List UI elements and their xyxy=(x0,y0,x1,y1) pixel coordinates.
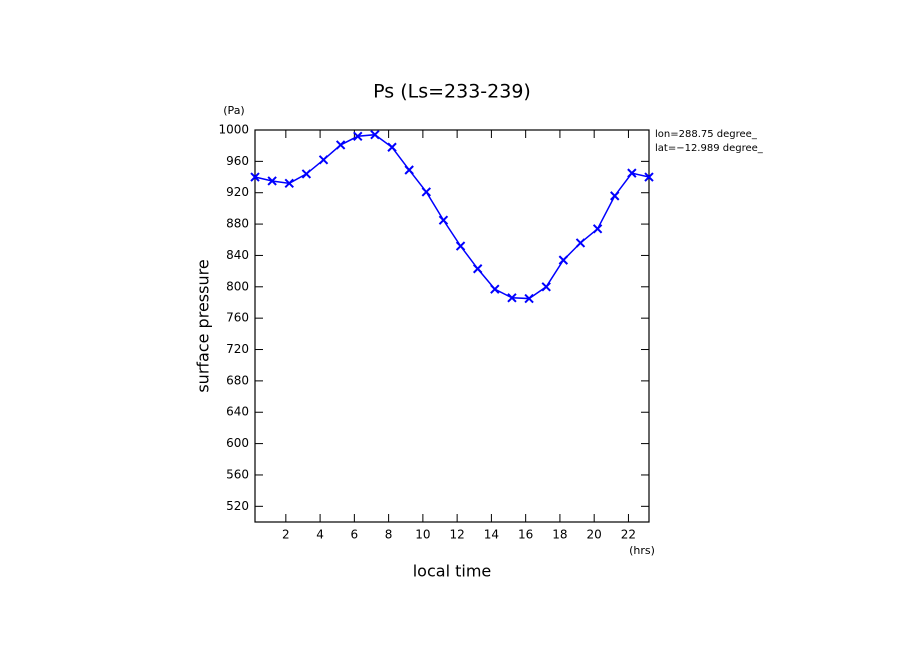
y-tick-label: 520 xyxy=(226,499,249,513)
chart-title: Ps (Ls=233-239) xyxy=(373,81,531,103)
marker xyxy=(421,187,432,197)
marker xyxy=(610,191,620,201)
y-unit: (Pa) xyxy=(223,104,244,117)
y-tick-label: 840 xyxy=(226,248,249,262)
annotations: lon=288.75 degree_ lat=−12.989 degree_ xyxy=(655,129,764,154)
marker xyxy=(284,178,294,189)
marker xyxy=(267,176,277,186)
y-tick-label: 760 xyxy=(226,311,249,325)
x-tick-label: 2 xyxy=(282,528,290,542)
marker xyxy=(592,224,603,234)
marker xyxy=(335,140,346,150)
y-tick-label: 680 xyxy=(226,373,249,387)
x-tick-label: 22 xyxy=(621,528,636,542)
y-axis-title: surface pressure xyxy=(194,259,213,392)
y-tick-label: 1000 xyxy=(218,123,249,137)
annotation: lat=−12.989 degree_ xyxy=(655,143,764,154)
x-tick-label: 20 xyxy=(587,528,602,542)
x-tick-label: 6 xyxy=(351,528,359,542)
marker xyxy=(644,172,654,182)
marker xyxy=(353,131,363,141)
y-tick-label: 960 xyxy=(226,154,249,168)
marker xyxy=(541,282,551,292)
marker xyxy=(455,241,466,251)
marker xyxy=(370,129,380,140)
x-tick-label: 14 xyxy=(484,528,499,542)
x-unit: (hrs) xyxy=(629,544,655,557)
marker xyxy=(575,238,586,248)
x-tick-label: 8 xyxy=(385,528,393,542)
marker xyxy=(627,168,637,178)
y-tick-label: 640 xyxy=(226,405,249,419)
marker xyxy=(438,215,449,225)
y-tick-label: 920 xyxy=(226,185,249,199)
y-tick-label: 880 xyxy=(226,217,249,231)
x-tick-label: 16 xyxy=(518,528,533,542)
marker xyxy=(490,284,500,294)
marker xyxy=(558,255,569,265)
marker xyxy=(250,172,260,182)
annotation: lon=288.75 degree_ xyxy=(655,129,758,140)
y-tick-label: 800 xyxy=(226,279,249,293)
y-tick-label: 720 xyxy=(226,342,249,356)
marker xyxy=(472,264,483,274)
marker xyxy=(301,169,312,179)
marker xyxy=(318,155,329,165)
marker xyxy=(404,165,414,175)
x-tick-label: 12 xyxy=(449,528,464,542)
marker xyxy=(524,293,534,304)
y-tick-label: 560 xyxy=(226,467,249,481)
x-axis-title: local time xyxy=(413,562,492,581)
x-tick-label: 18 xyxy=(552,528,567,542)
y-tick-label: 600 xyxy=(226,436,249,450)
x-tick-label: 4 xyxy=(316,528,324,542)
x-tick-label: 10 xyxy=(415,528,430,542)
plot-frame xyxy=(254,129,650,523)
marker xyxy=(387,142,397,152)
marker xyxy=(507,293,517,303)
